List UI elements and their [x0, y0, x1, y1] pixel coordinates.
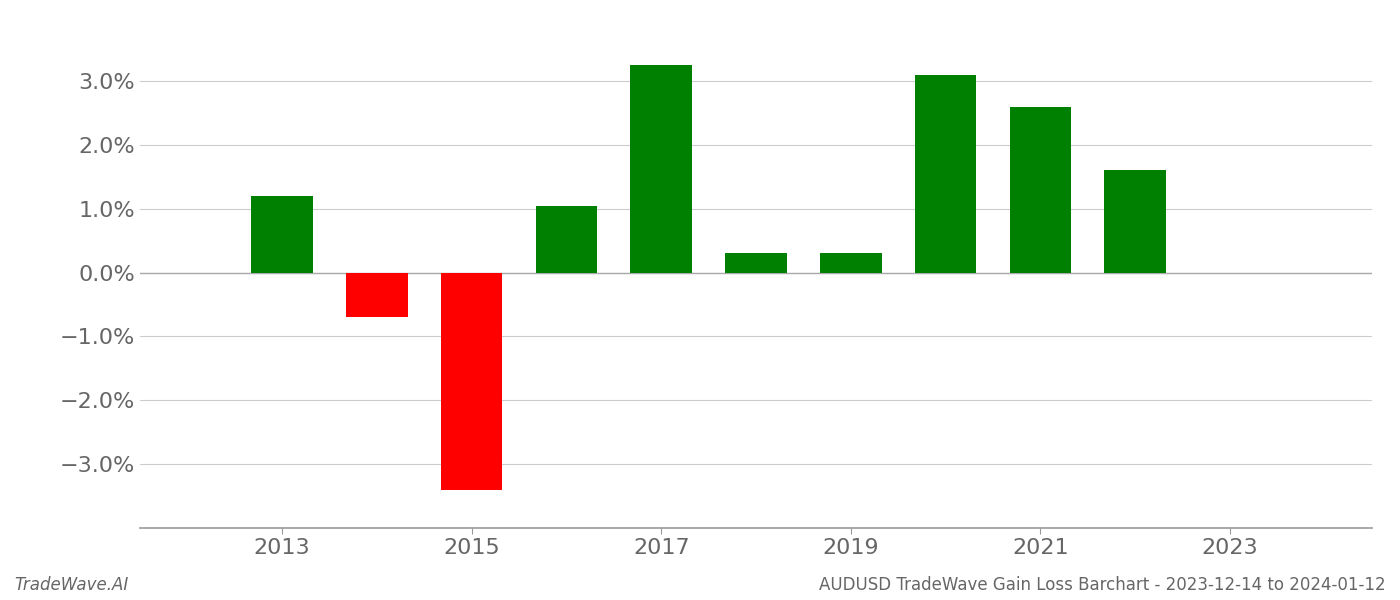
Bar — [820, 253, 882, 272]
Bar — [346, 272, 407, 317]
Bar — [252, 196, 314, 272]
Bar — [725, 253, 787, 272]
Text: TradeWave.AI: TradeWave.AI — [14, 576, 129, 594]
Bar — [914, 74, 976, 272]
Bar — [441, 272, 503, 490]
Text: AUDUSD TradeWave Gain Loss Barchart - 2023-12-14 to 2024-01-12: AUDUSD TradeWave Gain Loss Barchart - 20… — [819, 576, 1386, 594]
Bar — [630, 65, 692, 272]
Bar — [1105, 170, 1166, 272]
Bar — [536, 206, 598, 272]
Bar — [1009, 107, 1071, 272]
